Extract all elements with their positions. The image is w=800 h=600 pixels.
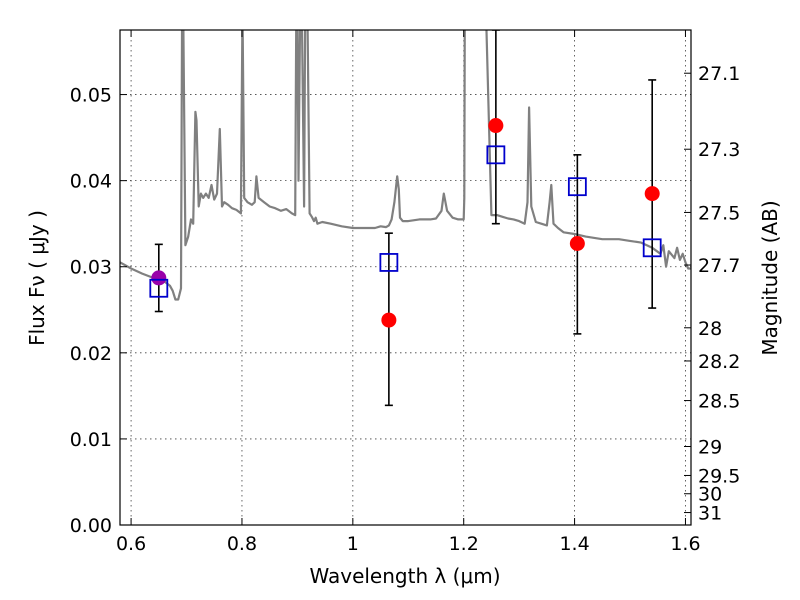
- x-tick-label: 1.2: [449, 533, 479, 555]
- y2-tick-label: 27.1: [698, 63, 740, 85]
- y-axis-title: Flux Fν ( μJy ): [25, 210, 49, 346]
- spectrum-line: [120, 30, 691, 301]
- x-tick-label: 0.8: [227, 533, 257, 555]
- data-markers: [149, 118, 662, 328]
- spectrum-series: [120, 30, 691, 301]
- x-tick-label: 1.6: [670, 533, 700, 555]
- x-tick-label: 1.4: [559, 533, 589, 555]
- plot-frame: [119, 29, 692, 526]
- y-tick-label: 0.00: [70, 515, 112, 537]
- y-axis-ticks: 0.00 0.01 0.02 0.03 0.04 0.05: [70, 85, 127, 537]
- data-point-square: [642, 238, 662, 258]
- x-axis-ticks: 0.6 0.8 1 1.2 1.4 1.6: [116, 30, 701, 555]
- y-tick-label: 0.04: [70, 171, 112, 193]
- y2-tick-label: 27.7: [698, 255, 740, 277]
- data-point-square: [149, 278, 169, 298]
- y-tick-label: 0.02: [70, 343, 112, 365]
- grid-lines: [120, 30, 691, 525]
- data-point-circle: [644, 186, 660, 202]
- y2-tick-label: 27.3: [698, 139, 740, 161]
- data-point-square: [486, 145, 506, 165]
- y2-tick-label: 29.5: [698, 465, 740, 487]
- y2-tick-label: 29: [698, 436, 722, 458]
- y2-tick-label: 28: [698, 318, 722, 340]
- y2-tick-label: 28.5: [698, 391, 740, 413]
- y-tick-label: 0.03: [70, 257, 112, 279]
- y-tick-label: 0.05: [70, 85, 112, 107]
- data-point-circle: [488, 118, 504, 134]
- data-point-circle: [569, 235, 585, 251]
- data-point-square: [567, 177, 587, 197]
- y2-axis-title: Magnitude (AB): [758, 200, 782, 355]
- x-axis-title: Wavelength λ (μm): [309, 564, 500, 588]
- y2-tick-label: 31: [698, 503, 722, 525]
- x-tick-label: 1: [347, 533, 359, 555]
- error-bars: [154, 30, 657, 407]
- x-tick-label: 0.6: [116, 533, 146, 555]
- data-point-square: [379, 253, 399, 272]
- y-tick-label: 0.01: [70, 429, 112, 451]
- data-point-circle: [151, 270, 167, 286]
- data-point-circle: [381, 312, 397, 328]
- y2-tick-label: 28.2: [698, 351, 740, 373]
- y2-tick-label: 30: [698, 484, 722, 506]
- y2-tick-label: 27.5: [698, 202, 740, 224]
